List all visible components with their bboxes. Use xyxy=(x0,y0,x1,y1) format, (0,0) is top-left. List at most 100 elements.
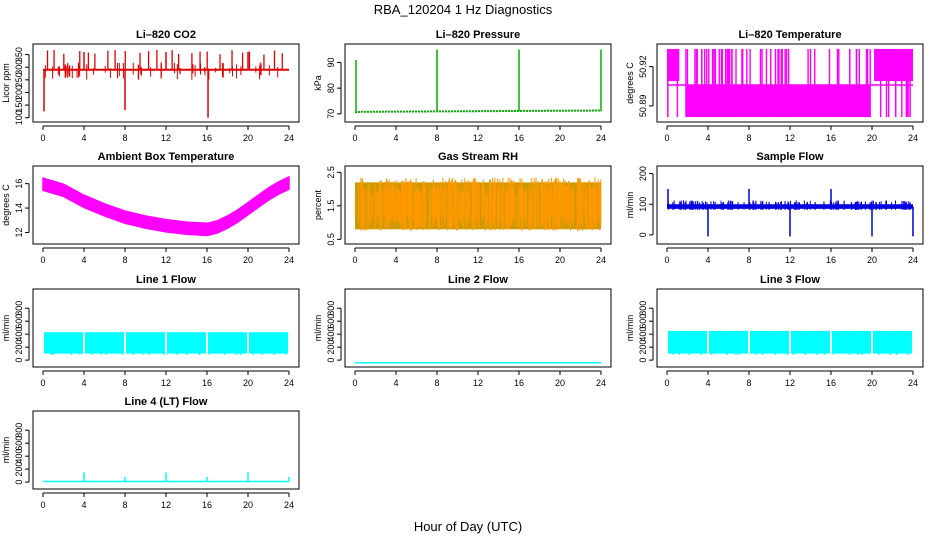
x-tick-label: 4 xyxy=(81,255,86,265)
y-tick-label: 600 xyxy=(638,314,648,329)
y-tick-label: 300 xyxy=(14,60,24,75)
data-gap xyxy=(748,330,750,354)
x-tick-label: 16 xyxy=(202,500,212,510)
x-tick-label: 12 xyxy=(785,378,795,388)
data-gap xyxy=(789,330,791,354)
data-gap xyxy=(42,332,44,354)
y-tick-label: 800 xyxy=(638,301,648,316)
x-tick-label: 4 xyxy=(705,378,710,388)
y-tick-label: 200 xyxy=(14,340,24,355)
plot-area xyxy=(354,49,602,114)
x-tick-label: 0 xyxy=(40,255,45,265)
x-tick-label: 16 xyxy=(826,255,836,265)
x-tick-label: 16 xyxy=(514,255,524,265)
plot-frame xyxy=(656,165,924,245)
y-tick-label: 200 xyxy=(14,462,24,477)
data-trace xyxy=(667,48,680,82)
x-tick-label: 16 xyxy=(826,378,836,388)
x-tick-label: 20 xyxy=(555,378,565,388)
panel-title: Li–820 Temperature xyxy=(738,29,841,41)
y-axis-label: degrees C xyxy=(1,184,11,226)
x-tick-label: 20 xyxy=(555,133,565,143)
x-tick-label: 24 xyxy=(908,378,918,388)
panel-10: Line 4 (LT) Flow 0 4 8 12 16 20 24 0 200400600800… xyxy=(1,396,300,510)
plot-frame xyxy=(32,43,300,123)
y-tick-label: 800 xyxy=(326,301,336,316)
x-tick-label: 12 xyxy=(785,133,795,143)
plot-frame xyxy=(656,288,924,368)
panel-3: Li–820 Temperature 0 4 8 12 16 20 24 50.89 50.92d… xyxy=(625,29,924,143)
y-tick-label: 600 xyxy=(14,314,24,329)
y-axis-label: ml/min xyxy=(313,315,323,342)
x-tick-label: 20 xyxy=(243,255,253,265)
panel-7: Line 1 Flow 0 4 8 12 16 20 24 0 200400600800ml/mi… xyxy=(1,274,300,388)
x-tick-label: 16 xyxy=(514,133,524,143)
data-gap xyxy=(206,332,208,354)
plot-area xyxy=(667,48,913,118)
y-tick-label: 0.5 xyxy=(326,233,336,246)
plot-area xyxy=(42,175,290,237)
x-tick-label: 12 xyxy=(473,133,483,143)
x-tick-label: 4 xyxy=(705,133,710,143)
y-tick-label: 400 xyxy=(14,327,24,342)
x-tick-label: 24 xyxy=(284,378,294,388)
y-tick-label: 200 xyxy=(638,166,648,181)
data-gap xyxy=(288,332,290,354)
x-tick-label: 16 xyxy=(202,255,212,265)
x-tick-label: 0 xyxy=(352,378,357,388)
x-tick-label: 8 xyxy=(122,378,127,388)
panel-title: Li–820 Pressure xyxy=(436,29,520,41)
x-tick-label: 24 xyxy=(596,133,606,143)
y-tick-label: 600 xyxy=(326,314,336,329)
plot-frame xyxy=(32,410,300,490)
x-tick-label: 20 xyxy=(555,255,565,265)
y-tick-label: 1.5 xyxy=(326,200,336,213)
y-tick-label: 800 xyxy=(14,423,24,438)
x-tick-label: 16 xyxy=(202,378,212,388)
x-tick-label: 8 xyxy=(122,133,127,143)
plot-frame xyxy=(344,165,612,245)
plot-area xyxy=(666,330,914,355)
panel-4: Ambient Box Temperature 0 4 8 12 16 20 24 12 14 16… xyxy=(1,151,300,265)
y-tick-label: 50.89 xyxy=(638,95,648,118)
y-tick-label: 0 xyxy=(638,232,648,237)
x-tick-label: 24 xyxy=(908,133,918,143)
plot-frame xyxy=(344,43,612,123)
y-tick-label: 600 xyxy=(14,436,24,451)
plot-area xyxy=(42,332,290,355)
x-tick-label: 20 xyxy=(867,378,877,388)
plot-frame xyxy=(656,43,924,123)
panel-6: Sample Flow 0 4 8 12 16 20 24 0 100 200 ml/min xyxy=(625,151,924,265)
y-tick-label: 400 xyxy=(14,449,24,464)
x-tick-label: 12 xyxy=(473,255,483,265)
y-tick-label: 12 xyxy=(14,227,24,237)
y-tick-label: 2.5 xyxy=(326,166,336,179)
panel-title: Line 1 Flow xyxy=(136,274,196,286)
y-tick-label: 50.92 xyxy=(638,55,648,78)
x-tick-label: 4 xyxy=(705,255,710,265)
x-tick-label: 20 xyxy=(867,133,877,143)
panel-title: Li–820 CO2 xyxy=(136,29,196,41)
y-axis-label: ml/min xyxy=(1,437,11,464)
plot-frame xyxy=(32,165,300,245)
data-gap xyxy=(871,330,873,354)
x-tick-label: 20 xyxy=(243,133,253,143)
series-line xyxy=(354,109,602,114)
x-tick-label: 12 xyxy=(161,255,171,265)
x-tick-label: 24 xyxy=(908,255,918,265)
x-tick-label: 20 xyxy=(243,378,253,388)
y-tick-label: 200 xyxy=(14,85,24,100)
data-gap xyxy=(247,332,249,354)
y-tick-label: 800 xyxy=(14,301,24,316)
y-axis-label: ml/min xyxy=(625,315,635,342)
x-tick-label: 4 xyxy=(393,133,398,143)
plot-frame xyxy=(32,288,300,368)
x-tick-label: 24 xyxy=(284,255,294,265)
y-tick-label: 400 xyxy=(326,327,336,342)
y-tick-label: 0 xyxy=(14,358,24,363)
figure-xlabel: Hour of Day (UTC) xyxy=(414,519,522,534)
data-gap xyxy=(830,330,832,354)
x-tick-label: 24 xyxy=(284,500,294,510)
